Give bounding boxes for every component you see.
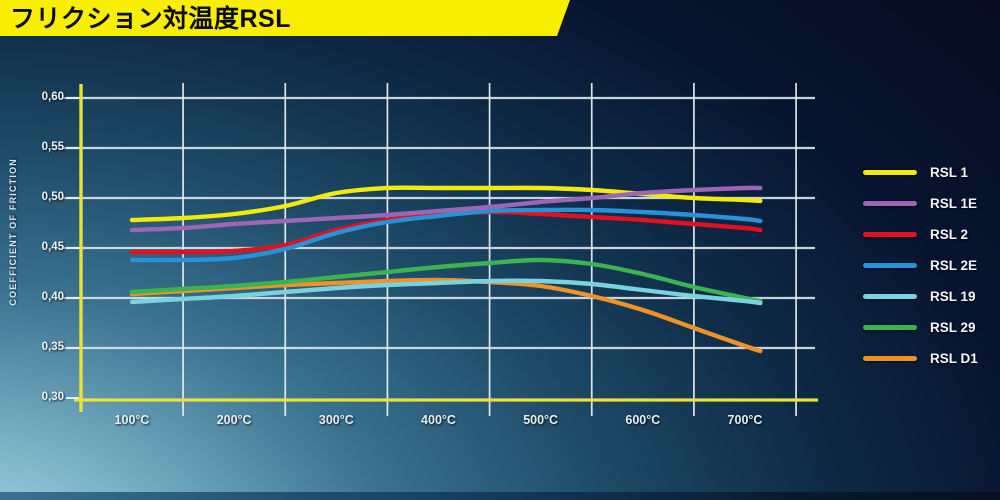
legend-item: RSL D1	[863, 343, 978, 374]
y-tick-label: 0,55	[41, 141, 64, 153]
legend-label: RSL D1	[930, 351, 978, 366]
legend-label: RSL 29	[930, 320, 976, 335]
legend-swatch-line	[863, 170, 917, 175]
y-tick-label: 0,30	[41, 391, 64, 403]
legend-item: RSL 1E	[863, 188, 978, 219]
legend-item: RSL 19	[863, 281, 978, 312]
x-tick-label: 100°C	[114, 413, 150, 427]
legend-swatch-line	[863, 325, 917, 330]
series-line-rsl-1	[129, 185, 763, 223]
series-line-rsl-1e	[129, 185, 763, 233]
legend-swatch-line	[863, 356, 917, 361]
legend-label: RSL 2	[930, 227, 969, 242]
x-tick-label: 600°C	[625, 413, 661, 427]
series-line-rsl-29	[129, 257, 763, 304]
legend-swatch-line	[863, 263, 917, 268]
y-tick-label: 0,35	[41, 341, 64, 353]
y-tick-label: 0,40	[41, 291, 64, 303]
title-banner: フリクション対温度RSL	[0, 0, 570, 36]
y-tick-label: 0,60	[41, 91, 64, 103]
series-line-rsl-19	[129, 278, 763, 306]
x-tick-label: 300°C	[318, 413, 354, 427]
page-title: フリクション対温度RSL	[10, 5, 292, 33]
bottom-strip	[0, 492, 1000, 500]
legend-swatch-line	[863, 201, 917, 206]
legend-label: RSL 19	[930, 289, 976, 304]
legend-label: RSL 2E	[930, 258, 978, 273]
y-tick-label: 0,50	[41, 191, 64, 203]
legend-item: RSL 1	[863, 157, 978, 188]
chart-legend: RSL 1 RSL 1E RSL 2 RSL 2E RSL 19 RSL 29 RSL D1	[863, 157, 978, 374]
legend-label: RSL 1	[930, 165, 969, 180]
x-tick-label: 200°C	[216, 413, 252, 427]
x-tick-label: 700°C	[727, 413, 763, 427]
x-tick-label: 400°C	[421, 413, 456, 427]
legend-item: RSL 2	[863, 219, 978, 250]
x-tick-label: 500°C	[523, 413, 559, 427]
series-line-rsl-2e	[129, 207, 763, 263]
legend-swatch-line	[863, 294, 917, 299]
y-tick-label: 0,45	[41, 241, 64, 253]
legend-item: RSL 2E	[863, 250, 978, 281]
legend-swatch-line	[863, 232, 917, 237]
legend-item: RSL 29	[863, 312, 978, 343]
series-line-rsl-2	[129, 209, 763, 255]
y-axis-title: COEFFICIENT OF FRICTION	[8, 158, 18, 306]
legend-label: RSL 1E	[930, 196, 978, 211]
